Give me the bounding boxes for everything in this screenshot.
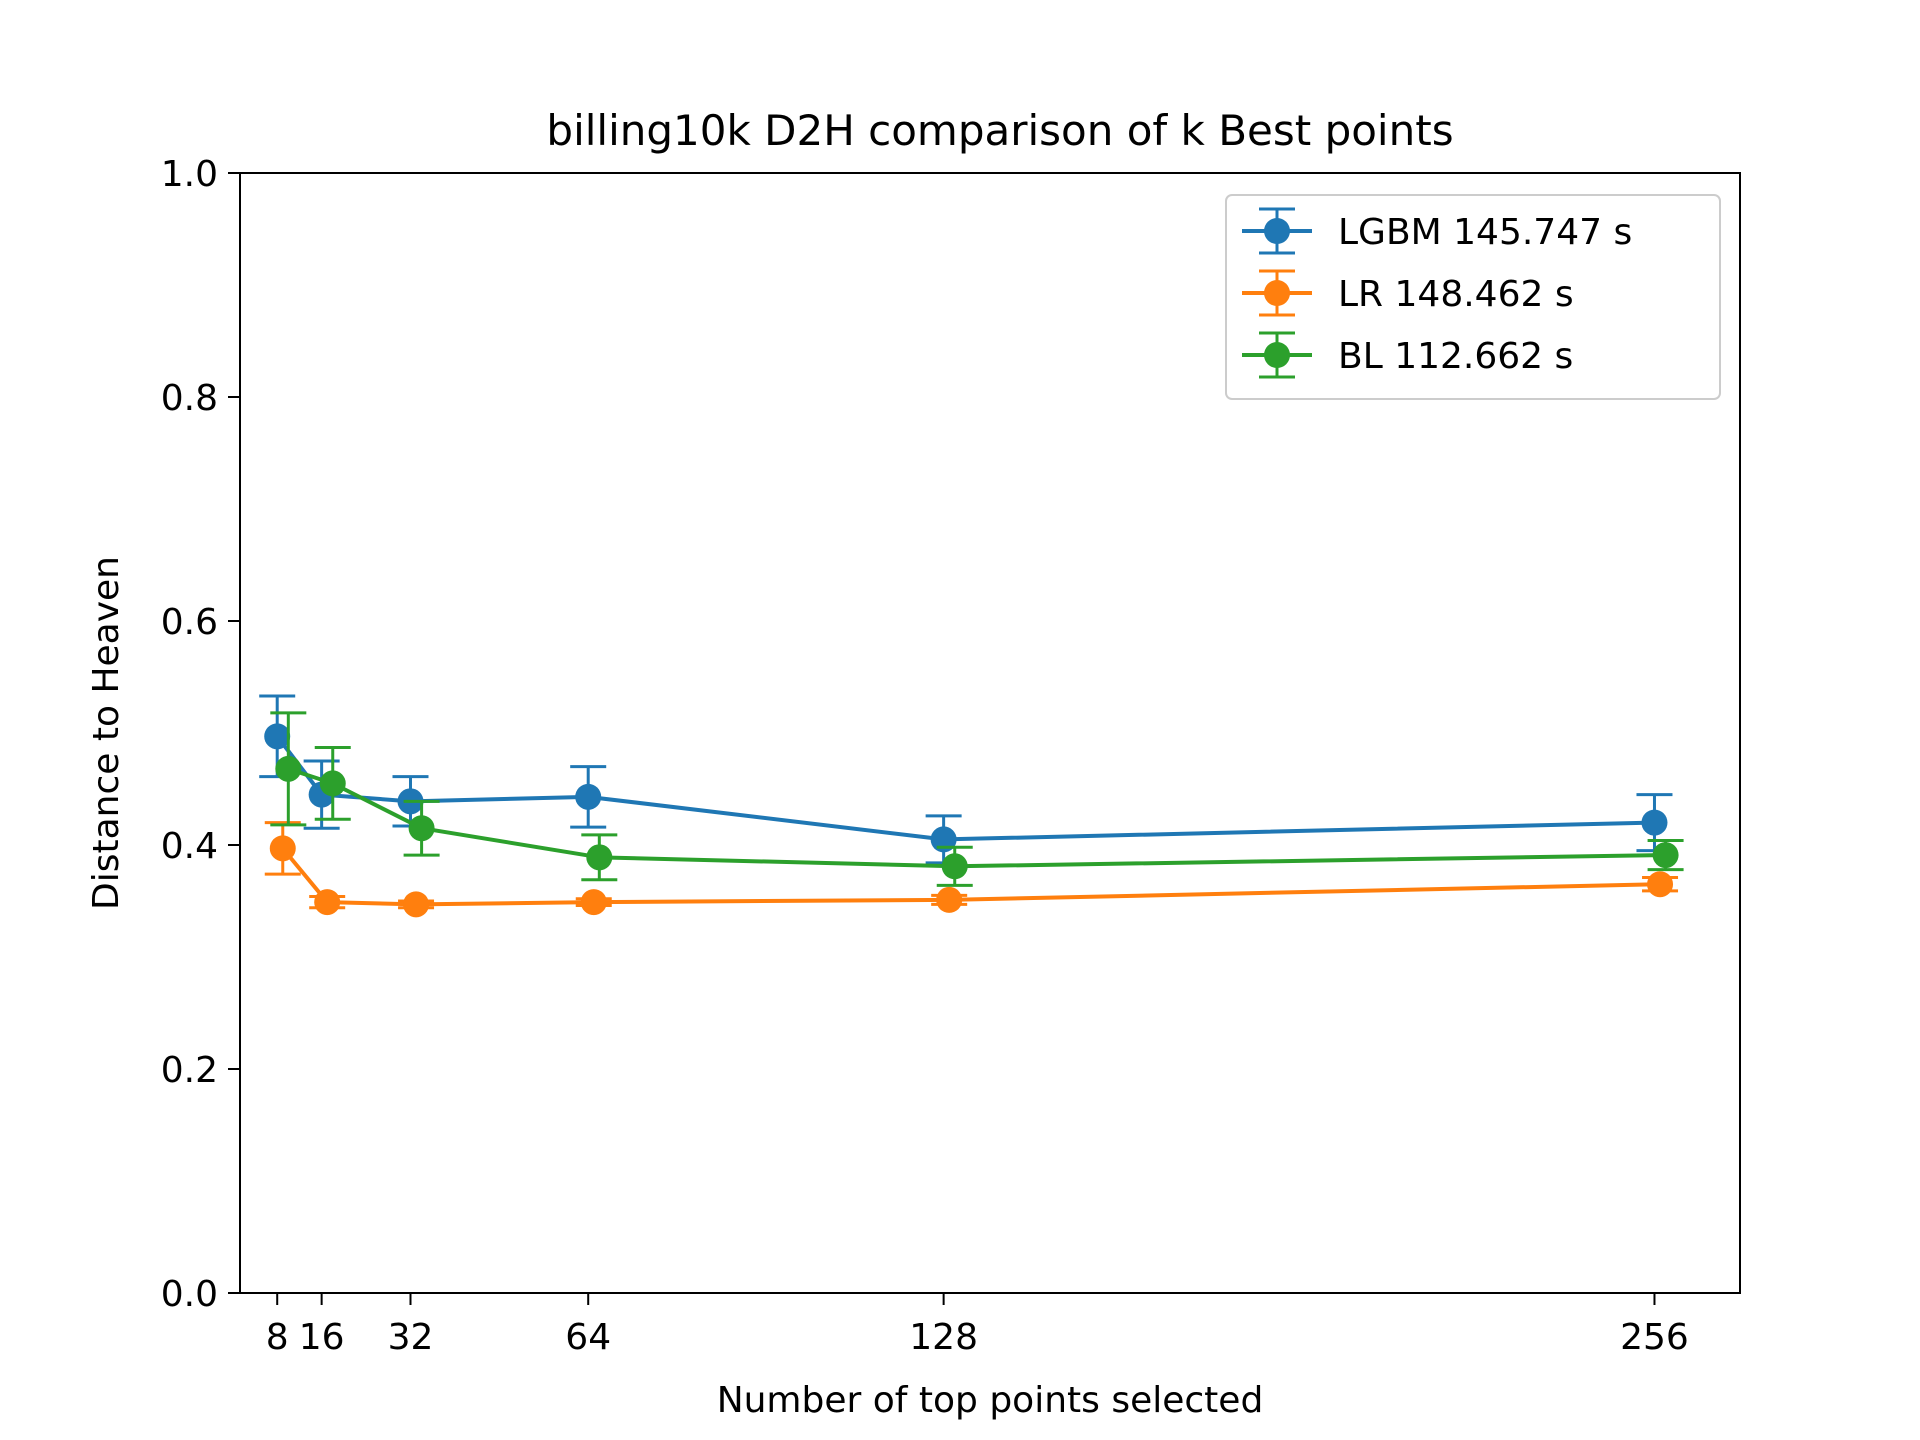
- legend-label: LR 148.462 s: [1338, 274, 1574, 315]
- legend-box: [1225, 194, 1721, 400]
- series-3: [270, 711, 1684, 887]
- data-point: [575, 783, 602, 810]
- plot-frame: [239, 172, 1741, 1294]
- y-tick-label: 0.4: [161, 826, 218, 867]
- axes-layer: 8 16 32 64 128 256 0.0 0.2 0.4 0.6 0.8 1.0: [161, 154, 1689, 1358]
- x-tick-label: 256: [1620, 1317, 1689, 1358]
- data-point: [1652, 842, 1679, 869]
- x-tick-label: 16: [299, 1317, 345, 1358]
- data-point: [1641, 809, 1668, 836]
- data-point: [403, 891, 430, 918]
- legend-marker: [1264, 280, 1290, 306]
- data-point: [580, 889, 607, 916]
- y-tick-label: 0.8: [161, 378, 218, 419]
- legend-marker: [1264, 218, 1290, 244]
- y-tick-label: 1.0: [161, 154, 218, 195]
- x-axis-label: Number of top points selected: [717, 1380, 1264, 1421]
- series-layer: [259, 694, 1684, 918]
- chart-title: billing10k D2H comparison of k Best poin…: [546, 106, 1453, 155]
- legend: LGBM 145.747 s LR 148.462 s BL 112.662 s: [1225, 194, 1721, 400]
- y-tick-label: 0.2: [161, 1050, 218, 1091]
- data-point: [586, 844, 613, 871]
- data-point: [275, 755, 302, 782]
- series-2: [264, 821, 1679, 918]
- y-axis-label: Distance to Heaven: [86, 556, 127, 910]
- data-point: [941, 853, 968, 880]
- y-tick-label: 0.0: [161, 1274, 218, 1315]
- data-point: [264, 723, 291, 750]
- x-tick-label: 32: [388, 1317, 434, 1358]
- data-point: [319, 770, 346, 797]
- x-tick-label: 64: [565, 1317, 611, 1358]
- legend-label: BL 112.662 s: [1338, 336, 1573, 377]
- data-point: [269, 835, 296, 862]
- legend-label: LGBM 145.747 s: [1338, 212, 1632, 253]
- legend-marker: [1264, 342, 1290, 368]
- data-point: [408, 815, 435, 842]
- data-point: [936, 886, 963, 913]
- y-tick-label: 0.6: [161, 602, 218, 643]
- data-point: [314, 889, 341, 916]
- x-tick-label: 8: [266, 1317, 289, 1358]
- data-point: [1647, 871, 1674, 898]
- x-tick-label: 128: [909, 1317, 978, 1358]
